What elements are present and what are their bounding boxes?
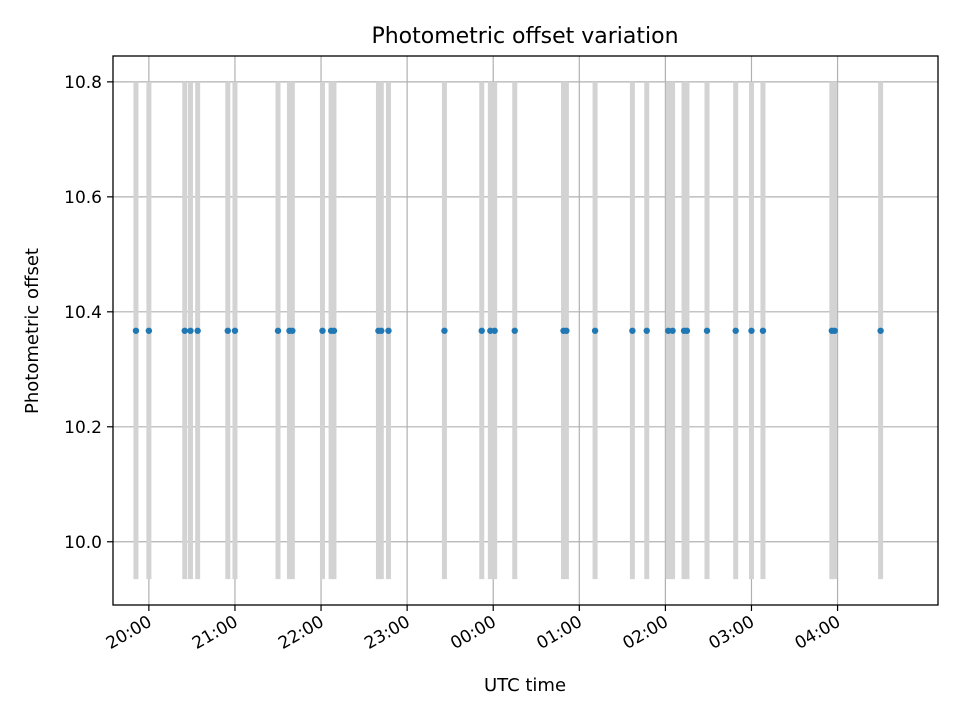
data-point [330, 327, 338, 334]
data-point [759, 327, 767, 334]
data-point [194, 327, 201, 334]
x-tick-label: 22:00 [275, 612, 327, 654]
data-point [441, 327, 448, 334]
data-point [132, 327, 140, 334]
x-tick-label: 04:00 [792, 612, 844, 654]
data-point [187, 327, 194, 334]
data-point [231, 327, 239, 334]
data-point [181, 327, 188, 334]
data-point [563, 327, 570, 334]
data-points [132, 327, 884, 334]
data-point [319, 327, 326, 334]
data-point [224, 327, 231, 334]
data-point [511, 327, 518, 334]
data-point [669, 327, 676, 334]
data-point [831, 327, 838, 334]
x-tick-label: 01:00 [533, 612, 585, 654]
data-point [703, 327, 711, 334]
data-point [877, 327, 884, 334]
data-point [289, 327, 296, 334]
x-tick-label: 03:00 [706, 612, 758, 654]
data-point [643, 327, 650, 334]
data-point [629, 327, 636, 334]
x-tick-label: 20:00 [103, 612, 155, 654]
data-point [732, 327, 739, 334]
error-bars [133, 81, 884, 580]
x-tick-label: 00:00 [447, 612, 499, 654]
data-point [378, 327, 385, 334]
y-tick-label: 10.4 [64, 303, 102, 323]
x-tick-label: 21:00 [189, 612, 241, 654]
x-axis-ticks: 20:00 21:00 22:00 23:00 00:00 01:00 02:00 03:00… [103, 605, 844, 654]
y-tick-label: 10.8 [64, 73, 102, 93]
x-axis-label: UTC time [484, 675, 566, 696]
data-point [748, 327, 755, 334]
y-tick-label: 10.6 [64, 188, 102, 208]
data-point [591, 327, 599, 334]
y-axis-ticks: 10.0 10.2 10.4 10.6 10.8 [64, 73, 113, 553]
y-tick-label: 10.0 [64, 533, 102, 553]
y-axis-label: Photometric offset [22, 248, 43, 414]
data-point [683, 327, 691, 334]
data-point [385, 327, 392, 334]
data-point [478, 327, 485, 334]
plot-frame [112, 55, 939, 606]
data-point [491, 327, 498, 334]
data-point [274, 327, 282, 334]
y-tick-label: 10.2 [64, 418, 102, 438]
x-tick-label: 23:00 [361, 612, 413, 654]
data-point [145, 327, 153, 334]
x-tick-label: 02:00 [619, 612, 671, 654]
chart-title: Photometric offset variation [371, 24, 678, 49]
